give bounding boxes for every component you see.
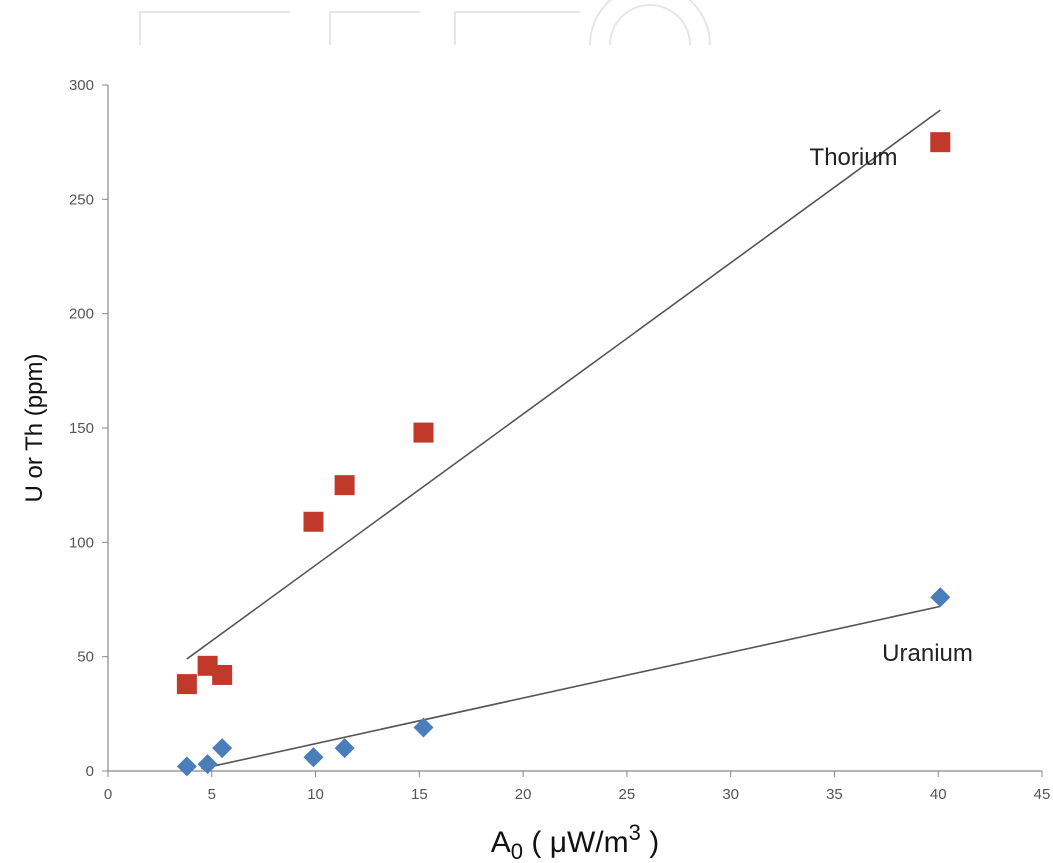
x-tick-label: 5 [208, 786, 216, 803]
x-tick-label: 30 [722, 786, 739, 803]
uranium-point [197, 754, 218, 775]
x-ticks: 0 5 10 15 20 25 30 35 40 45 [104, 771, 1051, 803]
uranium-trendline [201, 605, 941, 770]
x-axis-label-close: ) [641, 826, 659, 859]
series-label-thorium: Thorium [810, 144, 898, 171]
x-tick-label: 40 [930, 786, 947, 803]
uranium-point [212, 738, 233, 759]
x-tick-label: 45 [1034, 786, 1051, 803]
y-tick-label: 150 [69, 420, 94, 437]
x-tick-label: 20 [515, 786, 532, 803]
thorium-point [176, 674, 197, 695]
trendlines [186, 109, 941, 770]
thorium-point [303, 511, 324, 532]
x-axis-label-superscript: 3 [629, 820, 641, 845]
x-axis-label-units: ( μW/m [523, 826, 629, 859]
series-label-uranium: Uranium [882, 640, 973, 667]
thorium-point [212, 664, 233, 685]
x-tick-label: 15 [411, 786, 428, 803]
y-tick-label: 50 [77, 649, 94, 666]
y-ticks: 0 50 100 150 200 250 300 [69, 77, 108, 780]
watermark-graphic [139, 0, 711, 46]
x-tick-label: 10 [307, 786, 324, 803]
markers [176, 132, 951, 777]
uranium-point [334, 738, 355, 759]
x-tick-label: 0 [104, 786, 112, 803]
thorium-point [413, 422, 434, 443]
x-axis-label-subscript: 0 [511, 839, 523, 863]
axes: 0 5 10 15 20 25 30 35 40 45 0 50 100 150 200 250 300 [69, 77, 1050, 803]
x-axis-label: A0 ( μW/m3 ) [491, 820, 659, 863]
thorium-point [334, 475, 355, 496]
uranium-point [176, 756, 197, 777]
y-tick-label: 0 [86, 763, 94, 780]
uranium-point [930, 587, 951, 608]
uranium-point [303, 747, 324, 768]
y-tick-label: 250 [69, 191, 94, 208]
y-axis-label: U or Th (ppm) [21, 354, 48, 503]
uranium-point [413, 717, 434, 738]
x-tick-label: 35 [826, 786, 843, 803]
thorium-trendline [186, 109, 941, 660]
x-axis-label-main: A [491, 826, 511, 859]
annotations: Thorium Uranium [810, 144, 973, 667]
thorium-point [930, 132, 951, 153]
y-tick-label: 100 [69, 534, 94, 551]
y-tick-label: 200 [69, 306, 94, 323]
y-tick-label: 300 [69, 77, 94, 94]
x-tick-label: 25 [619, 786, 636, 803]
